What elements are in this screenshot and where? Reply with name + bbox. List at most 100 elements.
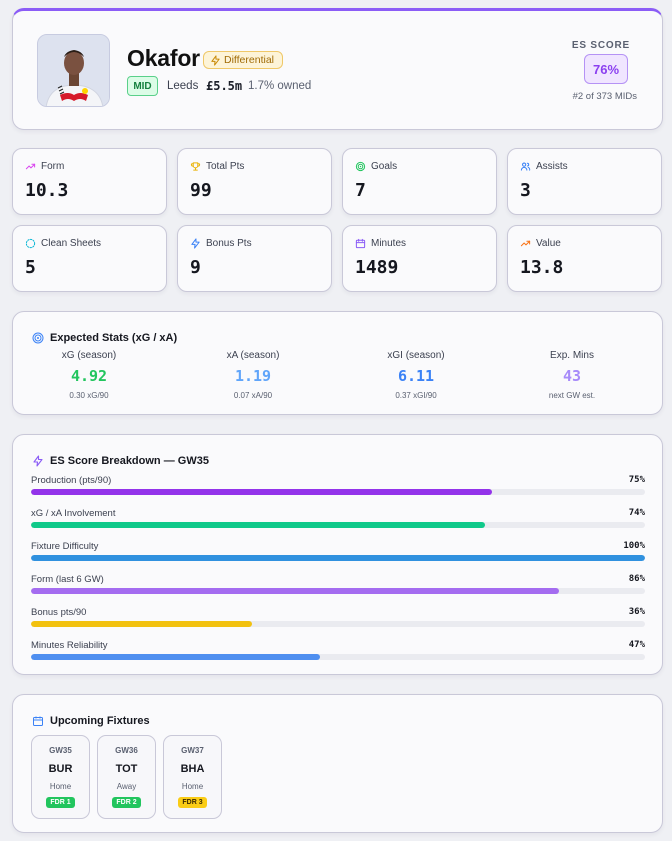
- expected-stats-card: Expected Stats (xG / xA) xG (season) 4.92…: [12, 311, 663, 415]
- fixture-card-bur[interactable]: GW35 BUR Home FDR 1: [31, 735, 90, 819]
- expected-stat-sub: 0.30 xG/90: [69, 391, 109, 400]
- expected-stat-3: Exp. Mins 43 next GW est.: [492, 350, 652, 400]
- stat-value: 9: [190, 257, 201, 278]
- stat-value: 5: [25, 257, 36, 278]
- stat-label: Value: [520, 238, 561, 249]
- breakdown-track: [31, 621, 645, 627]
- header-accent-bar: [13, 8, 662, 11]
- expected-stat-sub: next GW est.: [548, 391, 596, 400]
- stat-card-goals: Goals 7: [342, 148, 497, 215]
- stat-card-assists: Assists 3: [507, 148, 662, 215]
- fixture-venue: Home: [49, 782, 72, 791]
- breakdown-percent: 36%: [628, 607, 645, 617]
- stat-value: 10.3: [25, 180, 69, 201]
- target-icon: [32, 332, 44, 344]
- expected-stat-value: 43: [562, 367, 582, 385]
- player-avatar: [37, 34, 110, 107]
- users-icon: [520, 162, 531, 171]
- breakdown-percent: 47%: [628, 640, 645, 650]
- expected-stats-title: Expected Stats (xG / xA): [32, 332, 177, 344]
- stat-value: 13.8: [520, 257, 564, 278]
- zap-icon: [211, 54, 220, 66]
- breakdown-track: [31, 522, 645, 528]
- stat-label: Assists: [520, 161, 568, 172]
- calendar-icon: [33, 716, 43, 726]
- stat-label: Clean Sheets: [25, 238, 101, 249]
- stat-value: 99: [190, 180, 212, 201]
- breakdown-percent: 86%: [628, 574, 645, 584]
- fixture-venue: Away: [116, 782, 137, 791]
- breakdown-fill: [31, 555, 645, 561]
- fixture-card-bha[interactable]: GW37 BHA Home FDR 3: [163, 735, 222, 819]
- expected-stat-value: 6.11: [397, 367, 435, 385]
- team-name: Leeds: [167, 80, 199, 92]
- fixture-card-tot[interactable]: GW36 TOT Away FDR 2: [97, 735, 156, 819]
- breakdown-row: Fixture Difficulty 100%: [31, 541, 645, 561]
- fdr-badge: FDR 1: [46, 797, 75, 808]
- es-score-value: 76%: [584, 54, 628, 84]
- breakdown-label: Form (last 6 GW): [31, 574, 104, 585]
- breakdown-label: Minutes Reliability: [31, 640, 108, 651]
- fixture-opponent: BHA: [180, 763, 205, 775]
- breakdown-percent: 74%: [628, 508, 645, 518]
- stat-label: Minutes: [355, 238, 406, 249]
- breakdown-row: xG / xA Involvement 74%: [31, 508, 645, 528]
- ownership: 1.7% owned: [248, 80, 312, 92]
- stat-label: Bonus Pts: [190, 238, 252, 249]
- fdr-badge: FDR 3: [178, 797, 207, 808]
- breakdown-percent: 75%: [628, 475, 645, 485]
- stat-card-form: Form 10.3: [12, 148, 167, 215]
- trending-up-icon: [520, 240, 531, 247]
- zap-icon: [191, 238, 200, 249]
- fixture-gameweek: GW35: [49, 746, 72, 755]
- target-icon: [355, 161, 366, 172]
- breakdown-row: Production (pts/90) 75%: [31, 475, 645, 495]
- stat-card-clean-sheets: Clean Sheets 5: [12, 225, 167, 292]
- fixture-gameweek: GW37: [181, 746, 204, 755]
- breakdown-label: Bonus pts/90: [31, 607, 87, 618]
- expected-stat-value: 1.19: [234, 367, 272, 385]
- trophy-icon: [190, 162, 201, 171]
- player-header-card: Okafor Differential MID Leeds £5.5m 1.7%…: [12, 8, 663, 130]
- expected-stat-0: xG (season) 4.92 0.30 xG/90: [9, 350, 169, 400]
- upcoming-fixtures-card: Upcoming Fixtures GW35 BUR Home FDR 1 GW36 TO…: [12, 694, 663, 833]
- stat-value: 7: [355, 180, 366, 201]
- breakdown-track: [31, 588, 645, 594]
- stat-label: Goals: [355, 161, 397, 172]
- breakdown-label: Fixture Difficulty: [31, 541, 99, 552]
- breakdown-fill: [31, 654, 320, 660]
- breakdown-row: Bonus pts/90 36%: [31, 607, 645, 627]
- es-breakdown-card: ES Score Breakdown — GW35 Production (pt…: [12, 434, 663, 675]
- breakdown-label: xG / xA Involvement: [31, 508, 116, 519]
- player-price: £5.5m: [206, 79, 243, 93]
- breakdown-percent: 100%: [623, 541, 645, 551]
- breakdown-fill: [31, 621, 253, 627]
- fixture-opponent: BUR: [48, 763, 73, 775]
- fixture-gameweek: GW36: [115, 746, 138, 755]
- fdr-badge: FDR 2: [112, 797, 141, 808]
- breakdown-label: Production (pts/90): [31, 475, 112, 486]
- breakdown-fill: [31, 588, 560, 594]
- expected-stat-label: xA (season): [226, 350, 280, 361]
- calendar-icon: [355, 238, 366, 249]
- stat-card-minutes: Minutes 1489: [342, 225, 497, 292]
- stat-value: 3: [520, 180, 531, 201]
- expected-stat-label: Exp. Mins: [550, 350, 594, 361]
- differential-badge: Differential: [203, 51, 283, 69]
- expected-stat-label: xG (season): [61, 350, 117, 361]
- es-breakdown-title: ES Score Breakdown — GW35: [32, 455, 209, 467]
- expected-stat-label: xGI (season): [387, 350, 445, 361]
- fixture-venue: Home: [181, 782, 204, 791]
- breakdown-track: [31, 555, 645, 561]
- position-badge: MID: [127, 76, 158, 96]
- stat-label: Total Pts: [190, 161, 244, 172]
- expected-stat-sub: 0.37 xGI/90: [395, 391, 437, 400]
- stat-card-total-pts: Total Pts 99: [177, 148, 332, 215]
- breakdown-fill: [31, 489, 492, 495]
- expected-stat-value: 4.92: [70, 367, 108, 385]
- fixture-opponent: TOT: [115, 763, 138, 775]
- stat-card-bonus-pts: Bonus Pts 9: [177, 225, 332, 292]
- upcoming-fixtures-title: Upcoming Fixtures: [32, 715, 150, 727]
- es-rank: #2 of 373 MIDs: [572, 91, 637, 102]
- stat-card-value: Value 13.8: [507, 225, 662, 292]
